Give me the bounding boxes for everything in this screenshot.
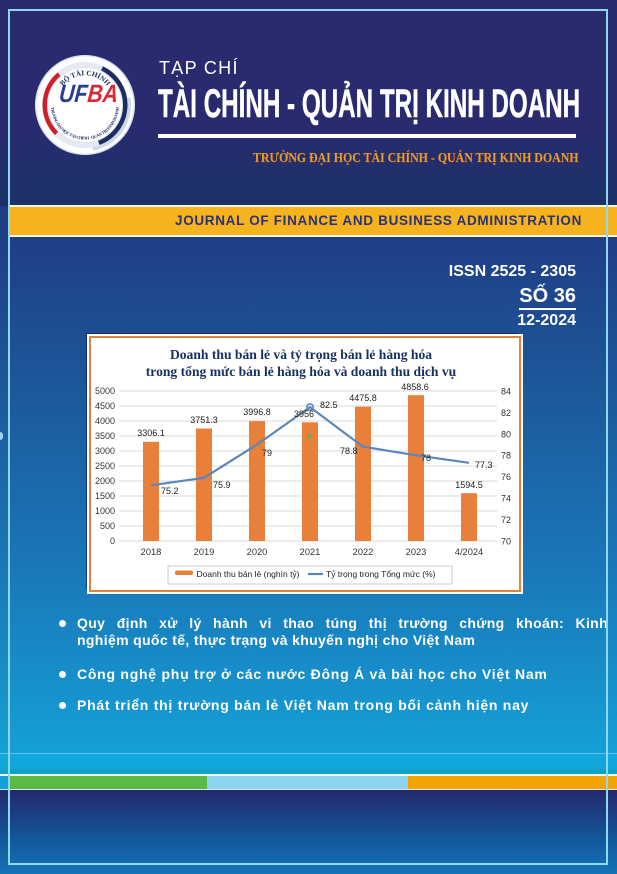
svg-text:72: 72 [501,515,511,525]
svg-text:2020: 2020 [247,547,268,557]
svg-text:80: 80 [501,429,511,439]
svg-text:2018: 2018 [141,547,162,557]
svg-text:Tỷ trọng trong Tổng mức (%): Tỷ trọng trong Tổng mức (%) [326,569,436,579]
svg-text:4000: 4000 [95,416,115,426]
svg-text:500: 500 [100,521,115,531]
svg-text:5000: 5000 [95,386,115,396]
svg-text:0: 0 [110,536,115,546]
svg-text:74: 74 [501,494,511,504]
svg-text:3000: 3000 [95,446,115,456]
svg-text:78.8: 78.8 [340,446,358,456]
svg-text:UFBA: UFBA [58,79,120,107]
svg-text:2022: 2022 [353,547,374,557]
svg-text:2021: 2021 [300,547,321,557]
svg-text:79: 79 [262,448,272,458]
svg-text:82: 82 [501,408,511,418]
svg-text:3751.3: 3751.3 [190,415,218,425]
svg-text:trong tổng mức bán lẻ hàng hóa: trong tổng mức bán lẻ hàng hóa và doanh … [146,364,457,379]
svg-text:3500: 3500 [95,431,115,441]
svg-text:3956: 3956 [294,409,314,419]
svg-text:4/2024: 4/2024 [455,547,483,557]
svg-text:77.3: 77.3 [475,460,493,470]
svg-text:4858.6: 4858.6 [401,382,429,392]
svg-text:76: 76 [501,472,511,482]
svg-text:2023: 2023 [406,547,427,557]
svg-text:1500: 1500 [95,491,115,501]
svg-text:4475.8: 4475.8 [349,393,377,403]
svg-text:3996.8: 3996.8 [243,407,271,417]
svg-text:78: 78 [501,451,511,461]
svg-text:x: x [307,431,312,441]
svg-text:2019: 2019 [194,547,215,557]
svg-text:3306.1: 3306.1 [137,428,165,438]
svg-text:84: 84 [501,387,511,397]
svg-text:1594.5: 1594.5 [455,480,483,490]
svg-text:78: 78 [421,453,431,463]
svg-text:Doanh thu bán lẻ và tỷ trọng b: Doanh thu bán lẻ và tỷ trọng bán lẻ hàng… [170,347,432,362]
svg-text:82.5: 82.5 [320,400,338,410]
svg-text:2000: 2000 [95,476,115,486]
svg-text:75.9: 75.9 [213,480,231,490]
svg-text:Doanh thu bán lẻ (nghìn tỷ): Doanh thu bán lẻ (nghìn tỷ) [197,569,300,579]
svg-text:75.2: 75.2 [161,486,179,496]
svg-text:1000: 1000 [95,506,115,516]
svg-text:2500: 2500 [95,461,115,471]
svg-text:70: 70 [501,536,511,546]
svg-text:4500: 4500 [95,401,115,411]
